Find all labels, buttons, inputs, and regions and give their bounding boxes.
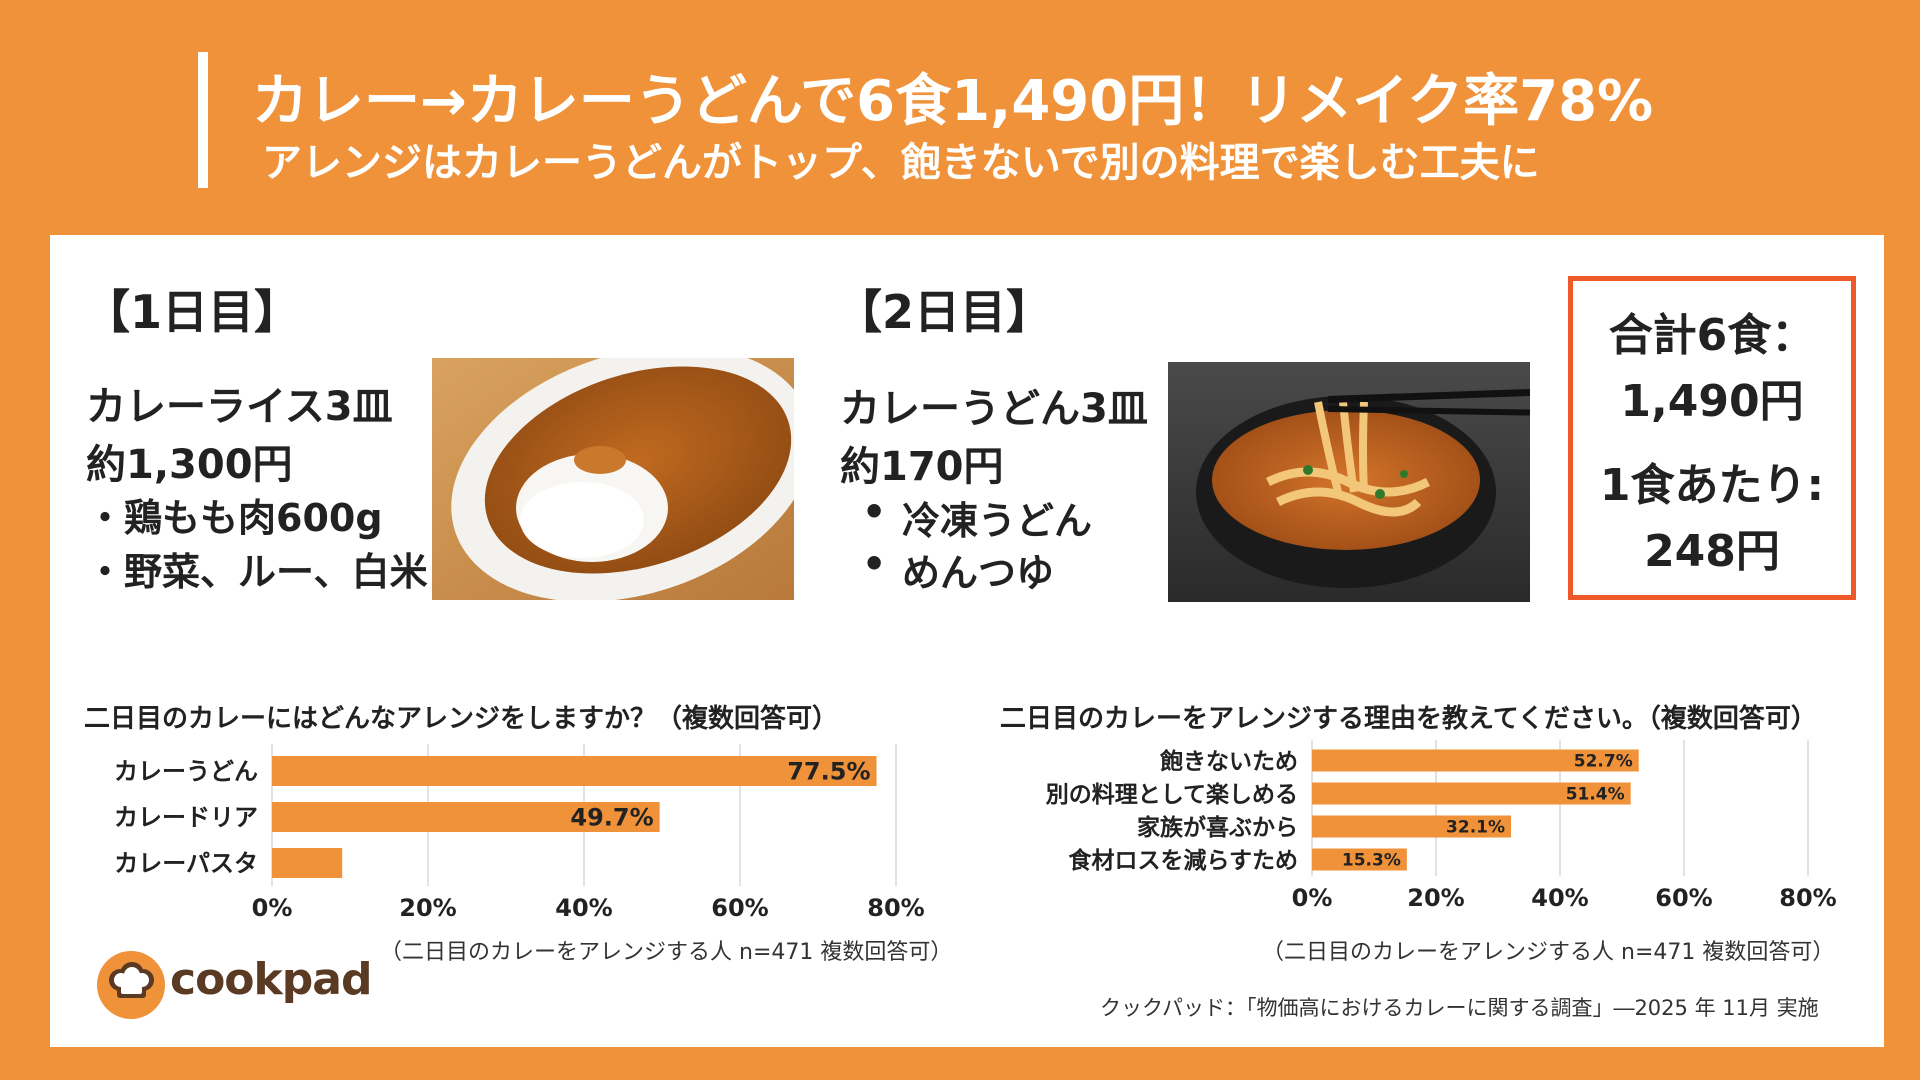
day1-heading: 【1日目】 (84, 285, 301, 339)
chart1-value-label: 77.5% (787, 758, 870, 786)
chart2-value-label: 52.7% (1574, 752, 1633, 772)
curry-rice-photo (432, 358, 794, 600)
chart2-bar (1312, 782, 1631, 805)
day2-ingredient: 冷凍うどん (902, 499, 1093, 543)
chart1-tick-label: 0% (252, 894, 293, 920)
day2-price: 約170円 (840, 444, 1004, 490)
page-subtitle: アレンジはカレーうどんがトップ、飽きないで別の料理で楽しむ工夫に (262, 140, 1540, 186)
chart1-category-label: カレーうどん (114, 758, 258, 786)
header-accent-bar (198, 52, 208, 188)
day1-price: 約1,300円 (86, 442, 293, 488)
day1-ingredient: ・鶏もも肉600g (86, 496, 383, 540)
day1-ingredient: ・野菜、ルー、白米 (86, 550, 428, 594)
chart2-value-label: 15.3% (1342, 851, 1401, 871)
chart1-title: 二日目のカレーにはどんなアレンジをしますか？（複数回答可） (84, 704, 839, 734)
day2-dish: カレーうどん3皿 (840, 386, 1148, 432)
page-title: カレー→カレーうどんで6食1,490円！リメイク率78% (252, 69, 1654, 134)
chart1-tick-label: 20% (399, 894, 456, 920)
day2-heading: 【2日目】 (836, 285, 1053, 339)
chart1-bar (272, 756, 877, 786)
chart2-category-label: 別の料理として楽しめる (1046, 781, 1298, 808)
chart1-category-label: カレーパスタ (114, 850, 258, 878)
curry-udon-photo (1168, 362, 1530, 602)
total-price: 1,490円 (1620, 376, 1804, 427)
chart2-value-label: 32.1% (1446, 818, 1505, 838)
chart1-note: （二日目のカレーをアレンジする人 n=471 複数回答可） (380, 940, 953, 965)
chart2-tick-label: 0% (1292, 884, 1333, 912)
chart2-bar (1312, 815, 1512, 838)
chart2-tick-label: 60% (1655, 884, 1712, 912)
chart2-category-label: 家族が喜ぶから (1137, 814, 1298, 841)
per-meal-label: 1食あたり: (1599, 460, 1825, 511)
chart2-tick-label: 20% (1407, 884, 1464, 912)
chart1-tick-label: 80% (867, 894, 924, 920)
per-meal-price: 248円 (1644, 526, 1780, 577)
day1-dish: カレーライス3皿 (86, 384, 393, 430)
day2-bullet: • (862, 542, 887, 586)
chart2-note: （二日目のカレーをアレンジする人 n=471 複数回答可） (1262, 940, 1835, 965)
chart2-tick-label: 40% (1531, 884, 1588, 912)
chart2-value-label: 51.4% (1566, 785, 1625, 805)
chart2-tick-label: 80% (1779, 884, 1836, 912)
source-credit: クックパッド：「物価高におけるカレーに関する調査」―2025 年 11月 実施 (1100, 996, 1819, 1020)
chart1-bar (272, 802, 660, 832)
chart1-tick-label: 60% (711, 894, 768, 920)
chart2-category-label: 食材ロスを減らすため (1068, 847, 1298, 874)
chart2-category-label: 飽きないため (1160, 748, 1298, 775)
total-count: 合計6食： (1608, 310, 1816, 361)
day2-ingredient: めんつゆ (902, 551, 1055, 595)
chart1-value-label: 49.7% (570, 804, 653, 832)
cookpad-logo: cookpad (96, 950, 372, 1020)
chef-hat-icon (97, 951, 165, 1019)
chart2-svg: 0% 20% 40% 60% 80% 飽きないため 52.7% 別の料理として楽しめる 51.4… (1046, 740, 1837, 912)
chart1-svg: 0% 20% 40% 60% 80% カレーうどん 77.5% カレードリア 49.7% カレーパ… (114, 744, 925, 920)
chart2-bar (1312, 749, 1639, 772)
chart2-bar (1312, 848, 1407, 871)
chart2-title: 二日目のカレーをアレンジする理由を教えてください。（複数回答可） (1000, 704, 1817, 734)
chart1-tick-label: 40% (555, 894, 612, 920)
total-box: 合計6食： 1,490円 1食あたり: 248円 (1568, 276, 1856, 600)
day2-bullet: • (862, 490, 887, 534)
chart1-bar (272, 848, 343, 878)
chart1-category-label: カレードリア (114, 804, 258, 832)
logo-text: cookpad (170, 954, 372, 1005)
